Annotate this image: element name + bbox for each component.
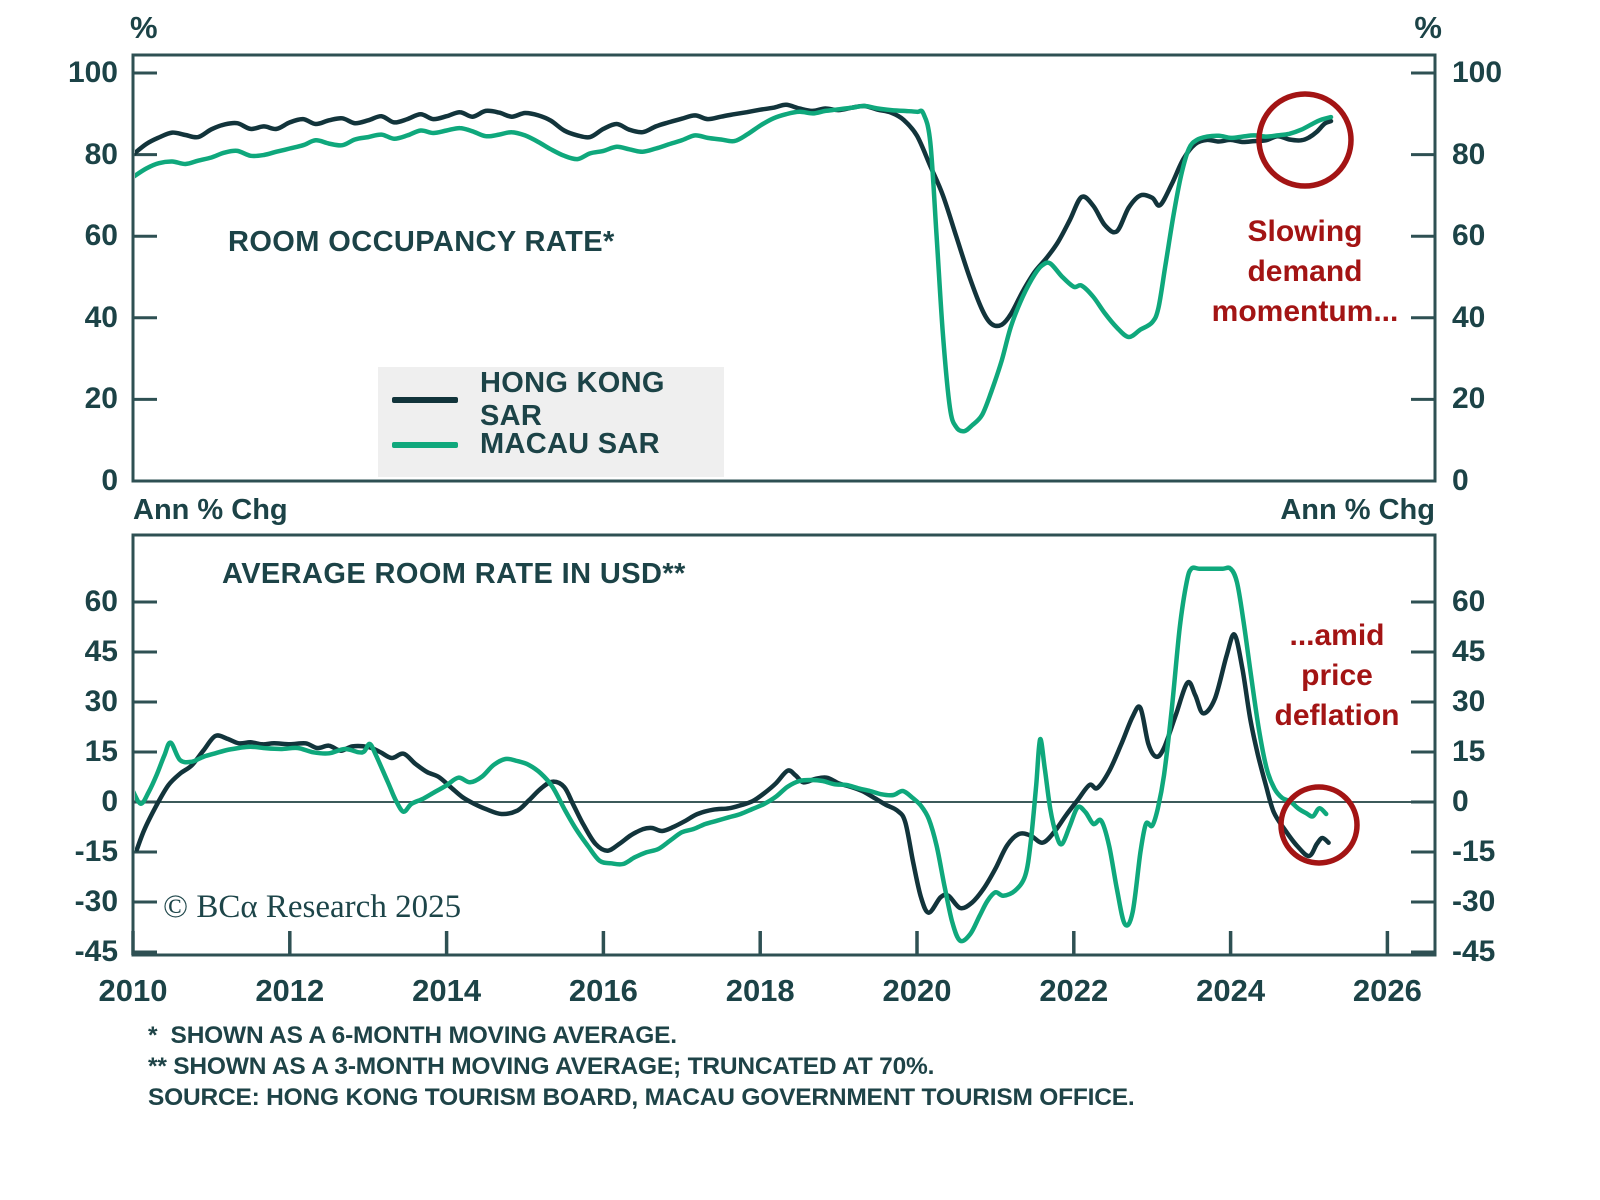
y-axis-tick-label-right: 0 [1452,464,1469,497]
highlight-circle [1256,91,1354,189]
y-axis-tick-label-left: 0 [101,464,118,497]
y-axis-tick-label-left: 30 [84,685,118,718]
y-axis-tick-label-right: 100 [1452,56,1503,89]
price-deflation-annotation: ...amid price deflation [1274,619,1400,732]
x-axis-tick-label: 2016 [568,973,638,1008]
x-axis-tick-label: 2020 [882,973,952,1008]
x-axis-tick-label: 2024 [1196,973,1266,1008]
highlight-circle [1278,784,1360,866]
y-axis-tick-label-left: 45 [84,635,118,668]
x-axis-tick-label: 2026 [1352,973,1422,1008]
x-axis-tick-label: 2022 [1039,973,1109,1008]
x-axis-tick-label: 2018 [725,973,795,1008]
y-axis-tick-label-right: 45 [1452,635,1486,668]
bottom-panel-title: AVERAGE ROOM RATE IN USD** [222,558,686,590]
y-axis-tick-label-right: 60 [1452,585,1486,618]
y-axis-tick-label-left: 60 [84,585,118,618]
y-axis-tick-label-right: 15 [1452,735,1486,768]
copyright-notice: © BCα Research 2025 [163,889,462,925]
y-axis-tick-label-right: 30 [1452,685,1486,718]
legend-item-macau: MACAU SAR [392,422,724,467]
y-axis-tick-label-right: -15 [1452,835,1496,868]
y-axis-tick-label-right: 20 [1452,382,1486,416]
y-axis-tick-label-left: 40 [84,300,118,334]
macau-series-line [135,103,1334,434]
hong-kong-line-swatch [392,396,458,403]
y-axis-tick-label-left: 100 [67,56,118,89]
x-axis-tick-label: 2014 [412,973,482,1008]
y-axis-tick-label-right: 60 [1452,219,1486,253]
slowing-demand-annotation: Slowing demand momentum... [1211,215,1399,328]
legend-label-macau: MACAU SAR [480,428,660,460]
y-axis-tick-label-left: 60 [84,219,118,253]
macau-series-line [135,565,1329,944]
y-axis-tick-label-left: 0 [101,785,118,818]
y-axis-tick-label-left: -30 [74,885,118,918]
y-axis-tick-label-right: -30 [1452,885,1496,918]
bottom-right-unit-label: Ann % Chg [1280,494,1435,526]
footnote-3: SOURCE: HONG KONG TOURISM BOARD, MACAU G… [148,1084,1135,1111]
y-axis-tick-label-left: 15 [84,735,118,768]
top-left-unit-label: % [130,10,158,45]
legend: HONG KONG SAR MACAU SAR [378,367,724,477]
y-axis-tick-label-right: 0 [1452,785,1469,818]
legend-label-hong-kong: HONG KONG SAR [480,366,665,432]
y-axis-tick-label-left: 80 [84,137,118,171]
x-axis-tick-label: 2010 [98,973,168,1008]
top-right-unit-label: % [1414,10,1442,45]
y-axis-tick-label-right: 80 [1452,137,1486,171]
x-axis-tick-label: 2012 [255,973,325,1008]
hong-kong-series-line [135,102,1334,329]
y-axis-tick-label-left: 20 [84,382,118,416]
y-axis-tick-label-right: -45 [1452,935,1496,968]
macau-line-swatch [392,441,458,448]
hong-kong-series-line [135,632,1331,915]
y-axis-tick-label-left: -15 [74,835,118,868]
y-axis-tick-label-left: -45 [74,935,118,968]
y-axis-tick-label-right: 40 [1452,300,1486,334]
top-panel-title: ROOM OCCUPANCY RATE* [228,226,615,258]
footnote-2: ** SHOWN AS A 3-MONTH MOVING AVERAGE; TR… [148,1053,935,1080]
legend-item-hong-kong: HONG KONG SAR [392,367,724,432]
bottom-left-unit-label: Ann % Chg [133,494,288,526]
footnote-1: * SHOWN AS A 6-MONTH MOVING AVERAGE. [148,1022,677,1049]
